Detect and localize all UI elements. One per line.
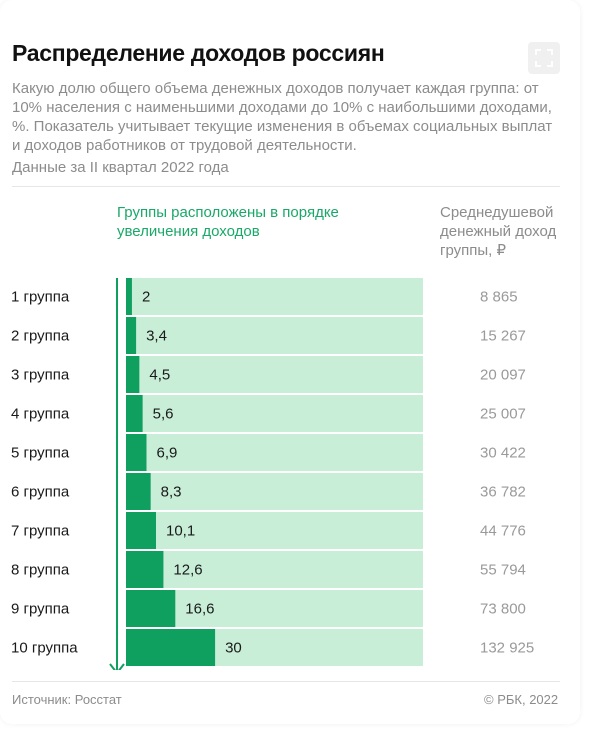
share-value-label: 8,3 [161,484,182,501]
chart-subtitle: Какую долю общего объема денежных доходо… [12,80,553,154]
income-share-bar [126,434,147,471]
income-share-bar [126,590,176,627]
income-value: 55 794 [480,562,526,579]
header-divider [12,186,560,187]
source-note: Источник: Росстат [12,692,122,707]
share-value-label: 30 [225,640,242,657]
income-share-bar [126,317,137,354]
income-share-bar [126,629,216,666]
group-label: 7 группа [11,523,70,540]
group-label: 8 группа [11,562,70,579]
income-value: 15 267 [480,328,526,345]
bar-background [126,590,423,627]
share-value-label: 3,4 [146,328,167,345]
groups-order-note: Группы расположены в порядке увеличения … [117,204,339,240]
bar-background [126,512,423,549]
income-column-header: Среднедушевой денежный доход группы, ₽ [440,204,557,259]
share-value-label: 2 [142,289,150,306]
share-value-label: 16,6 [185,601,214,618]
income-value: 132 925 [480,640,534,657]
income-share-bar [126,278,132,315]
bar-background [126,317,423,354]
income-value: 20 097 [480,367,526,384]
data-period: Данные за II квартал 2022 года [12,159,229,176]
income-share-bar [126,551,164,588]
share-value-label: 10,1 [166,523,195,540]
bar-background [126,278,423,315]
income-distribution-chart: 1 группа 2 8 865 2 группа 3,4 15 267 3 группа 4… [11,278,534,670]
income-value: 30 422 [480,445,526,462]
group-label: 10 группа [11,640,78,657]
bar-background [126,356,423,393]
expand-icon [535,49,553,67]
expand-button[interactable] [528,42,560,74]
bar-background [126,395,423,432]
share-value-label: 5,6 [153,406,174,423]
share-value-label: 4,5 [149,367,170,384]
bar-background [126,473,423,510]
group-label: 9 группа [11,601,70,618]
group-label: 2 группа [11,328,70,345]
bar-background [126,434,423,471]
page-title: Распределение доходов россиян [12,40,385,66]
copyright: © РБК, 2022 [484,692,559,707]
footer-divider [12,681,560,682]
income-value: 44 776 [480,523,526,540]
income-share-bar [126,512,156,549]
group-label: 6 группа [11,484,70,501]
share-value-label: 6,9 [156,445,177,462]
income-share-bar [126,395,143,432]
share-value-label: 12,6 [173,562,202,579]
group-label: 4 группа [11,406,70,423]
income-value: 8 865 [480,289,518,306]
income-value: 73 800 [480,601,526,618]
income-share-bar [126,473,151,510]
income-value: 36 782 [480,484,526,501]
group-label: 1 группа [11,289,70,306]
income-share-bar [126,356,140,393]
bar-background [126,551,423,588]
group-label: 5 группа [11,445,70,462]
income-value: 25 007 [480,406,526,423]
order-arrow-head [109,663,125,670]
chart-card: Распределение доходов россиян Какую долю… [11,40,560,707]
group-label: 3 группа [11,367,70,384]
